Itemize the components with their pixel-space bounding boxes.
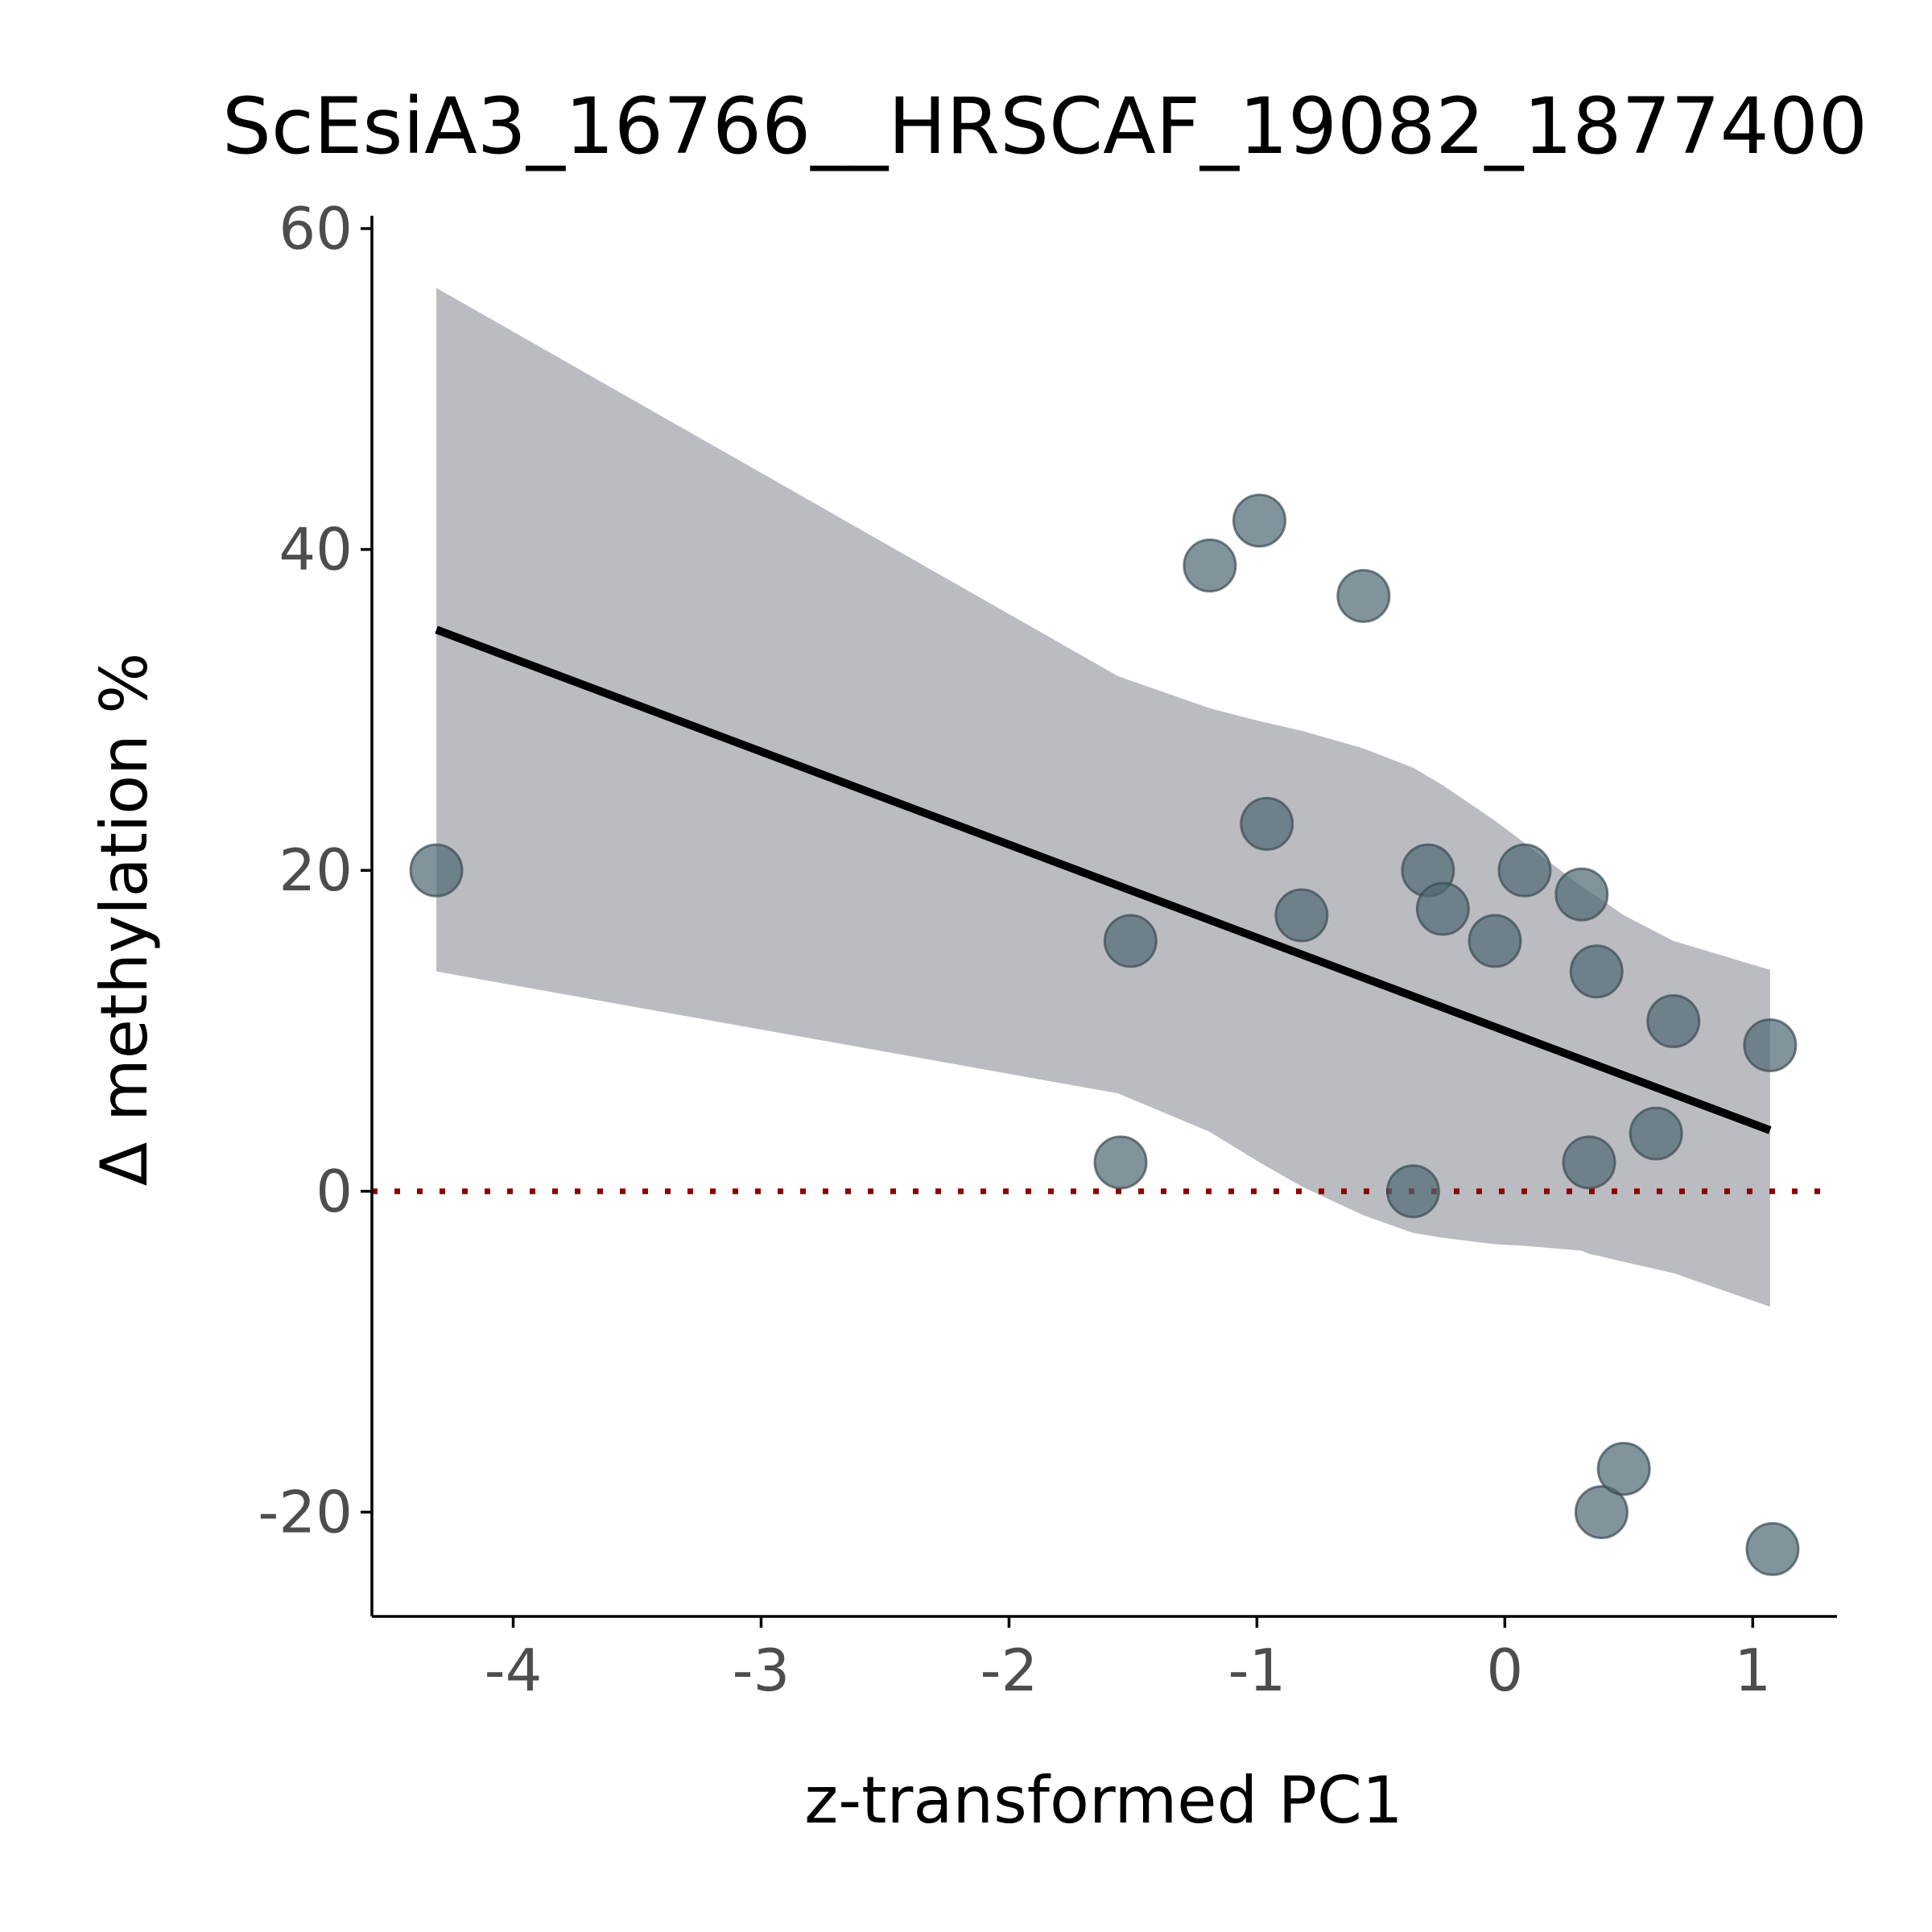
data-point-7 (1274, 888, 1329, 943)
data-point-18 (1596, 1442, 1651, 1496)
axes: -4 -3 -2 -1 0 1 -20 0 20 40 60 (258, 195, 1837, 1704)
data-point-6 (1240, 796, 1294, 851)
data-point-1 (409, 843, 464, 898)
data-point-5 (1232, 493, 1286, 548)
x-tick-label: -4 (485, 1637, 543, 1704)
data-point-16 (1569, 944, 1624, 999)
data-point-8 (1336, 568, 1391, 623)
x-tick-label: -3 (733, 1637, 791, 1704)
data-point-14 (1554, 867, 1609, 922)
x-tick-label: 1 (1734, 1637, 1771, 1704)
plot-area (372, 287, 1837, 1576)
x-tick-label: 0 (1486, 1637, 1523, 1704)
data-point-4 (1183, 539, 1237, 593)
y-tick-label: 40 (279, 516, 353, 584)
x-tick-label: -1 (1228, 1637, 1286, 1704)
regression-line (435, 625, 1772, 1134)
x-tick-label: -2 (980, 1637, 1038, 1704)
data-point-17 (1574, 1484, 1629, 1539)
y-axis-title: Δ methylation % (87, 653, 162, 1187)
chart-title: ScEsiA3_16766__HRSCAF_19082_1877400 (222, 81, 1868, 171)
data-point-15 (1562, 1135, 1616, 1190)
y-tick-label: 60 (279, 195, 353, 262)
x-axis-title: z-transformed PC1 (804, 1763, 1402, 1838)
data-point-19 (1629, 1106, 1683, 1161)
data-point-12 (1468, 914, 1522, 968)
y-tick-label: 0 (316, 1158, 353, 1225)
confidence-band (436, 287, 1770, 1307)
y-tick-label: 20 (279, 836, 353, 904)
data-point-9 (1385, 1164, 1440, 1219)
data-point-13 (1497, 843, 1552, 898)
data-point-11 (1415, 881, 1470, 936)
data-point-3 (1103, 914, 1158, 968)
y-tick-label: -20 (258, 1478, 353, 1546)
data-point-21 (1743, 1018, 1798, 1072)
data-point-2 (1093, 1135, 1148, 1190)
data-point-22 (1745, 1521, 1800, 1576)
data-point-20 (1646, 994, 1701, 1049)
